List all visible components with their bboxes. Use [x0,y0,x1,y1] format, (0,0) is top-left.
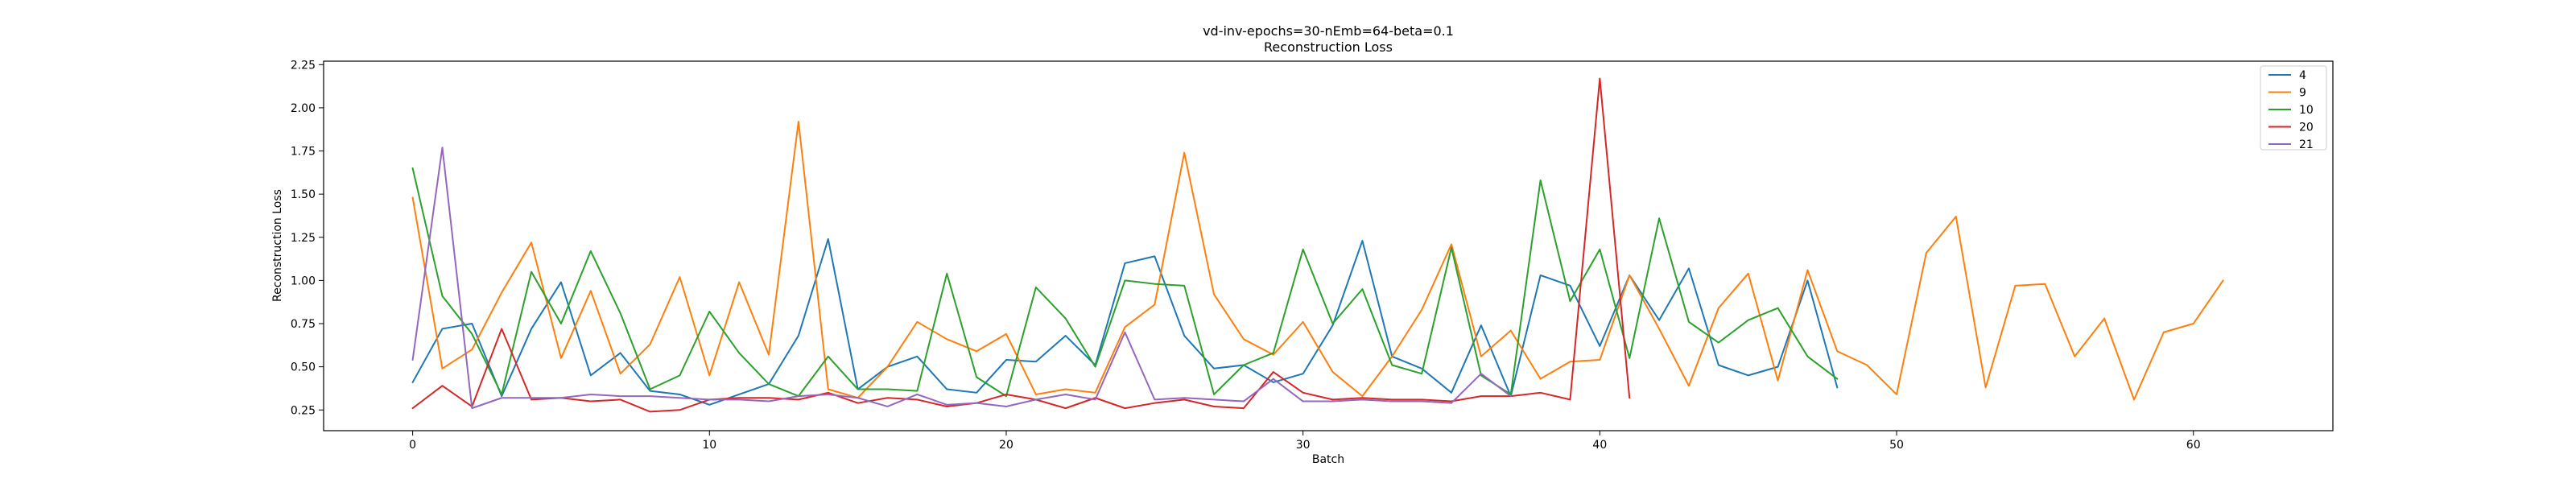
x-tick-label: 40 [1592,439,1607,452]
legend-label-4: 4 [2299,69,2306,82]
y-tick-label: 0.75 [291,318,316,331]
series-line-21 [411,147,1512,410]
x-tick-label: 60 [2186,439,2201,452]
chart-subtitle: Reconstruction Loss [1264,39,1393,55]
chart-title: vd-inv-epochs=30-nEmb=64-beta=0.1 [1203,23,1454,39]
plot-frame [323,60,2334,431]
y-tick-label: 0.25 [291,404,316,417]
plot-area [324,61,2333,431]
series-line-4 [411,237,1839,406]
y-tick-label: 1.25 [291,232,316,245]
y-tick-label: 2.25 [291,59,316,72]
legend-label-10: 10 [2299,104,2314,117]
legend-label-9: 9 [2299,87,2306,100]
x-axis-ticks: 0 10 20 30 40 50 60 [409,431,2201,452]
series-line-20 [411,77,1631,413]
y-tick-label: 1.75 [291,146,316,159]
y-tick-label: 0.50 [291,361,316,374]
series-layer [411,77,2224,413]
x-tick-label: 30 [1296,439,1311,452]
y-tick-label: 2.00 [291,102,316,115]
series-line-9 [411,121,2224,401]
legend-box [2260,65,2327,151]
legend-label-20: 20 [2299,122,2314,134]
x-tick-label: 0 [409,439,416,452]
y-tick-label: 1.00 [291,275,316,287]
series-line-10 [411,167,1839,398]
x-tick-label: 10 [702,439,716,452]
x-tick-label: 50 [1889,439,1904,452]
x-axis-label: Batch [1312,453,1344,466]
y-axis-ticks: 0.25 0.50 0.75 1.00 1.25 1.50 1.75 2.00 2.25 [291,59,324,417]
y-axis-label: Reconstruction Loss [271,189,284,302]
legend: 4 9 10 20 21 [2260,65,2327,151]
y-tick-label: 1.50 [291,188,316,201]
x-tick-label: 20 [999,439,1013,452]
legend-label-21: 21 [2299,138,2314,151]
